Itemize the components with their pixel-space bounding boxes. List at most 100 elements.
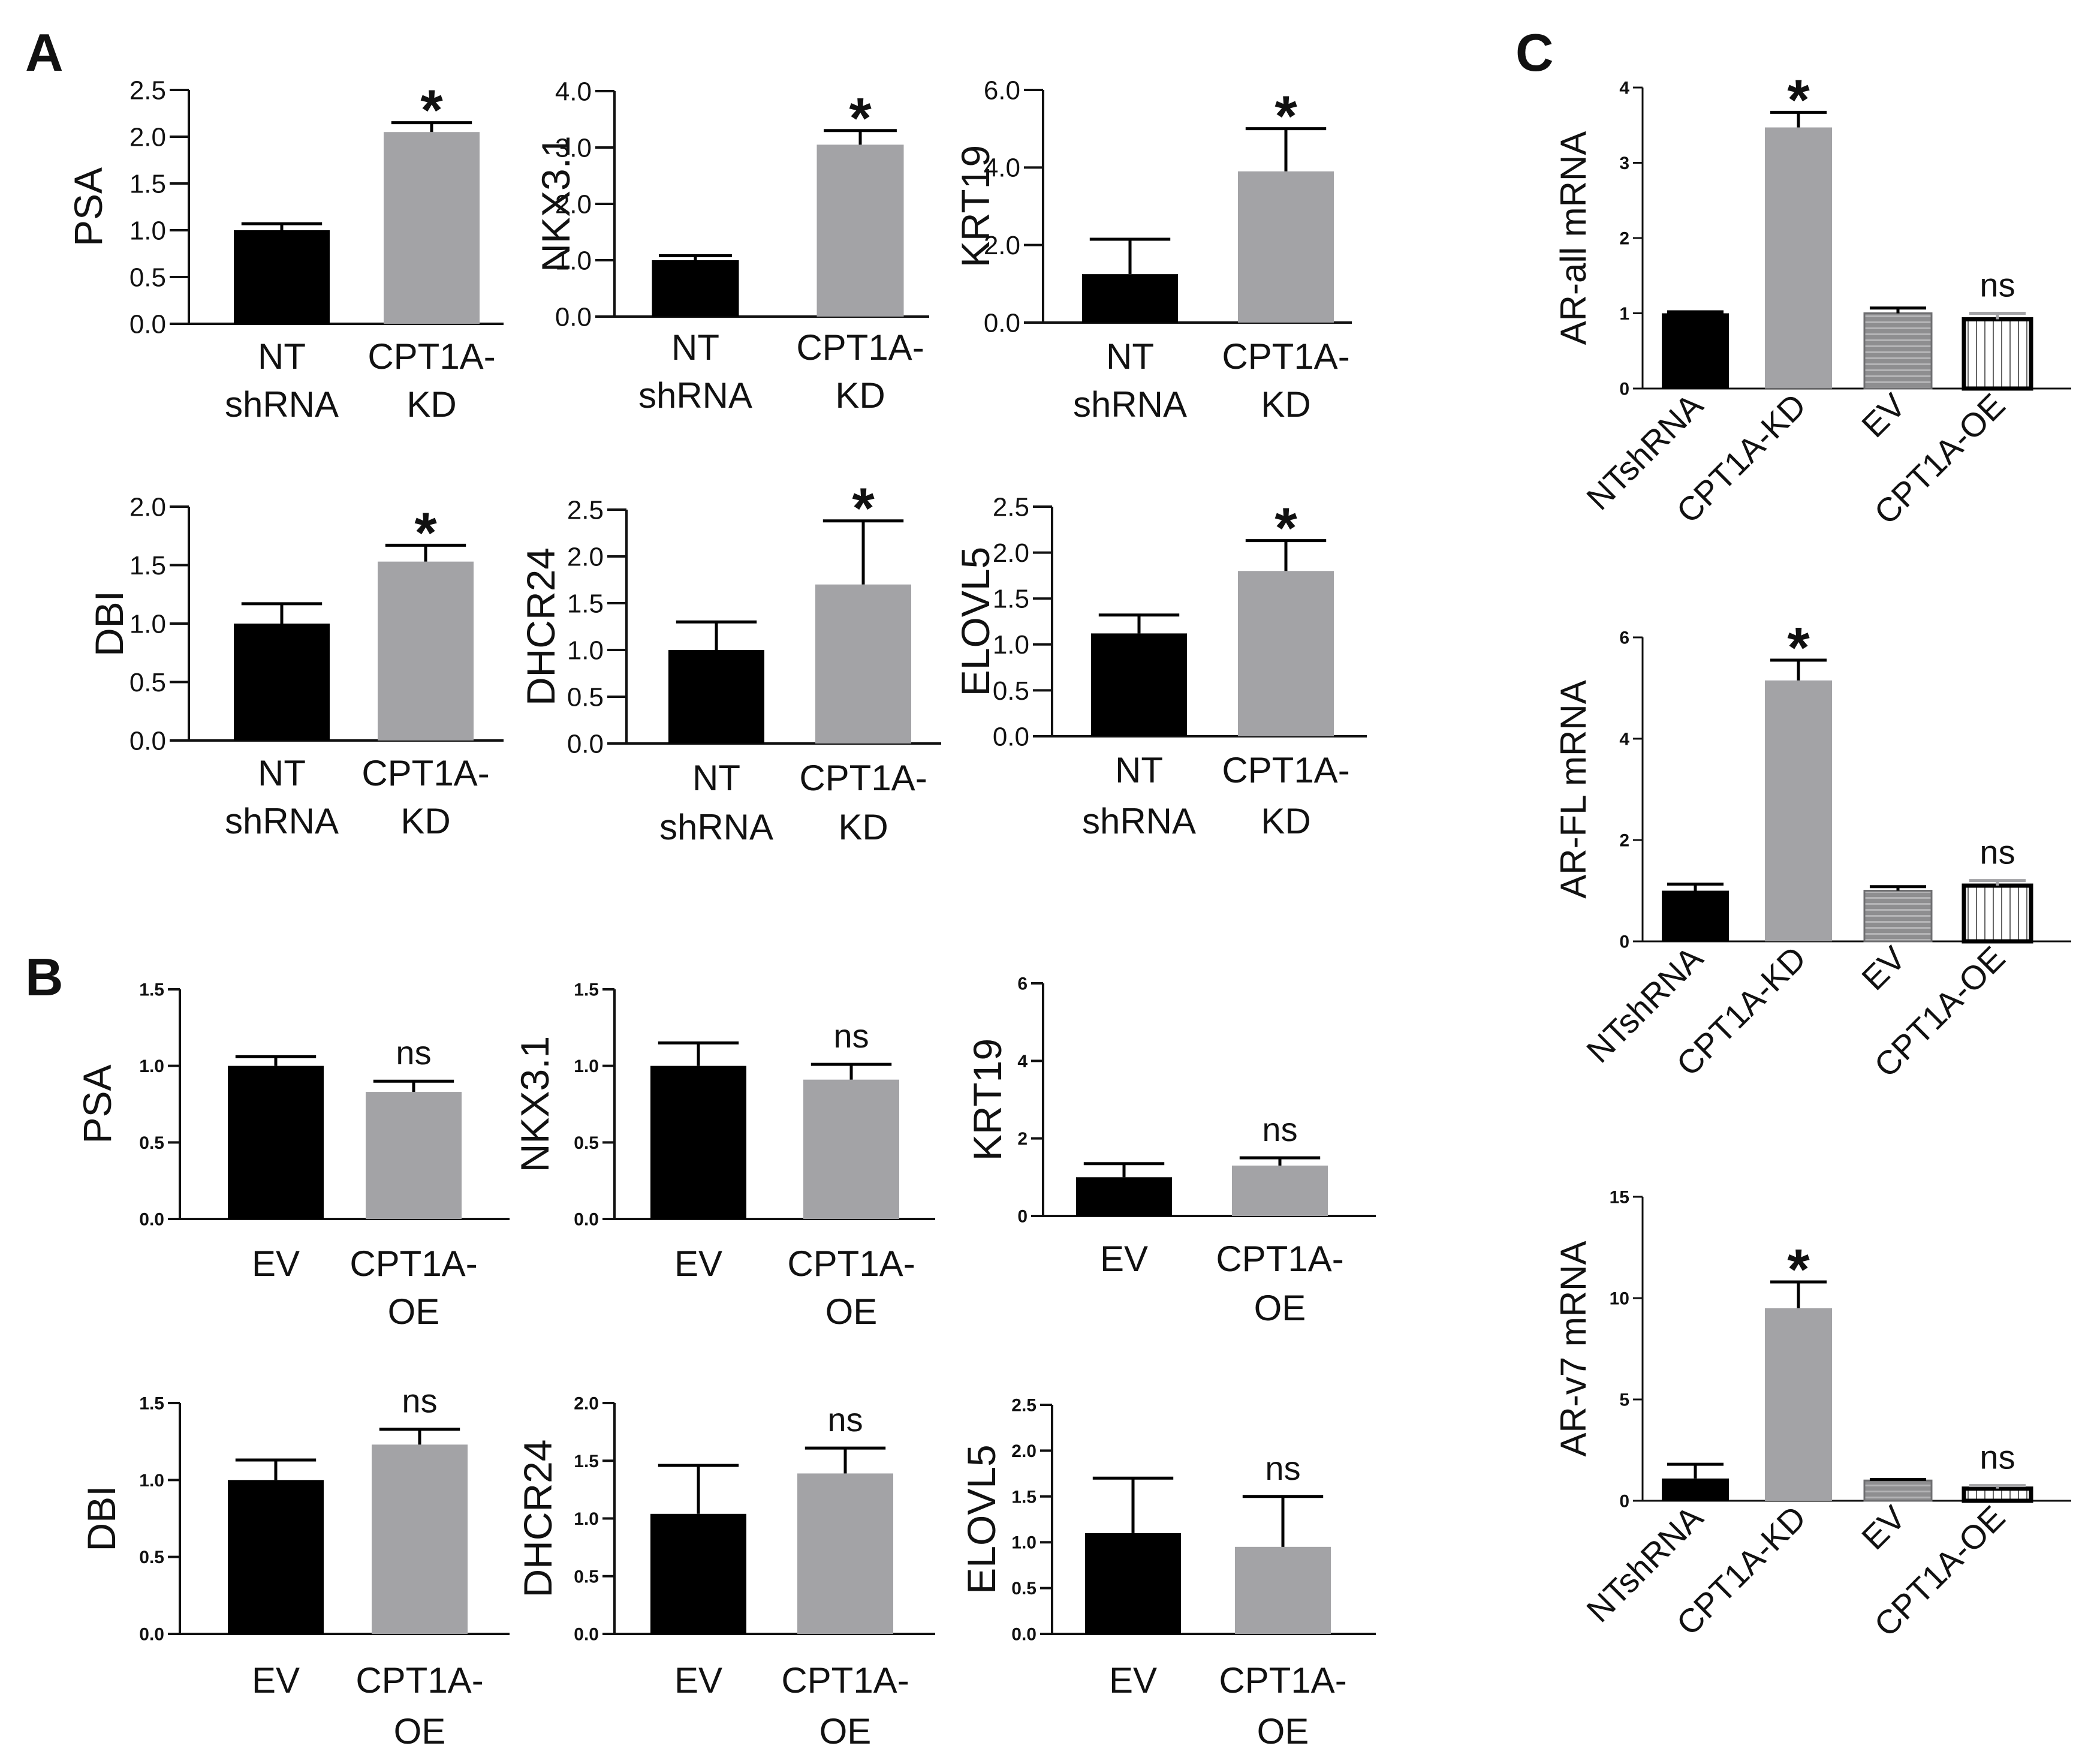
x-category-label: NT	[258, 753, 306, 793]
significance-star: *	[414, 501, 437, 565]
bar-0	[228, 1480, 324, 1634]
x-category-label: NT	[1115, 750, 1163, 790]
bar-3	[1962, 883, 2033, 944]
x-category-label: EV	[1100, 1239, 1148, 1279]
x-category-label: shRNA	[1082, 801, 1196, 841]
x-category-label: shRNA	[659, 807, 773, 847]
x-category-label: EV	[1854, 386, 1913, 444]
y-tick-label: 1.5	[1011, 1487, 1037, 1507]
y-tick-label: 3	[1619, 153, 1629, 173]
y-tick-label: 15	[1610, 1188, 1629, 1208]
y-tick-label: 1.0	[129, 609, 166, 639]
x-category-label: shRNA	[225, 801, 339, 841]
bar-0	[650, 1065, 746, 1219]
y-tick-label: 1.5	[139, 980, 164, 1000]
y-tick-label: 4	[1017, 1052, 1028, 1071]
x-category-label: EV	[252, 1244, 300, 1284]
y-tick-label: 1.5	[567, 589, 604, 618]
bar-2	[1863, 890, 1933, 943]
x-category-label: NT	[1106, 336, 1154, 377]
chart-a-krt19: 0.0 2.0 4.0 6.0 KRT19 NT shRNA * CPT1A- KD	[953, 76, 1352, 425]
y-axis-label: PSA	[75, 1064, 119, 1143]
bar-2	[1863, 1479, 1933, 1502]
chart-b-psa: 0.0 0.5 1.0 1.5 PSA EV ns CPT1A- OE	[75, 980, 510, 1332]
y-tick-label: 2.5	[1011, 1396, 1037, 1416]
y-tick-label: 4	[1619, 79, 1629, 98]
y-tick-label: 2	[1619, 831, 1629, 851]
y-tick-label: 4	[1619, 730, 1629, 749]
bar-0	[668, 650, 764, 743]
y-tick-label: 1.0	[1011, 1533, 1037, 1553]
chart-b-nkx3.1: 0.0 0.5 1.0 1.5 NKX3.1 EV ns CPT1A- OE	[513, 980, 935, 1332]
y-tick-label: 0.5	[574, 1133, 599, 1153]
y-tick-label: 6	[1619, 628, 1629, 648]
x-category-label: EV	[252, 1660, 300, 1700]
y-tick-label: 1.5	[129, 551, 166, 580]
y-tick-label: 4.0	[984, 153, 1020, 183]
y-tick-label: 2.0	[555, 189, 592, 219]
x-category-label: KD	[1261, 801, 1310, 841]
y-axis-label: AR-FL mRNA	[1553, 680, 1593, 898]
y-axis-label: ELOVL5	[953, 547, 998, 697]
y-tick-label: 0	[1619, 380, 1629, 399]
y-tick-label: 1.5	[993, 585, 1029, 614]
y-tick-label: 0.0	[574, 1625, 599, 1645]
y-tick-label: 0.5	[129, 263, 166, 292]
significance-star: *	[1274, 85, 1297, 149]
y-axis-label: DBI	[79, 1485, 123, 1551]
y-axis-label: DHCR24	[516, 1439, 560, 1597]
y-axis-label: DBI	[87, 591, 131, 657]
bar-1	[384, 132, 480, 324]
y-tick-label: 1.0	[139, 1471, 164, 1491]
significance-star: *	[1787, 68, 1810, 132]
chart-a-nkx3.1: 0.0 1.0 2.0 3.0 4.0 NKX3.1 NT shRNA * CPT1A- KD	[534, 77, 929, 416]
y-tick-label: 0.0	[984, 308, 1020, 338]
x-category-label: KD	[835, 375, 885, 416]
y-tick-label: 0.5	[993, 676, 1029, 706]
bar-1	[1765, 680, 1832, 941]
bar-1	[1235, 1546, 1331, 1634]
x-category-label: CPT1A-	[1222, 750, 1349, 790]
bar-1	[372, 1444, 468, 1634]
y-tick-label: 0.0	[567, 729, 604, 758]
bar-1	[1232, 1165, 1328, 1216]
bar-1	[1765, 127, 1832, 389]
bar-1	[378, 561, 474, 740]
significance-ns: ns	[396, 1034, 431, 1071]
bar-1	[1238, 171, 1334, 323]
x-category-label: EV	[1854, 1498, 1913, 1557]
bar-3	[1962, 1486, 2033, 1503]
chart-a-dbi: 0.0 0.5 1.0 1.5 2.0 DBI NT shRNA * CPT1A- KD	[87, 492, 504, 841]
bar-1	[803, 1079, 899, 1219]
y-tick-label: 6	[1017, 974, 1028, 994]
significance-ns: ns	[1262, 1110, 1297, 1148]
y-tick-label: 1.0	[993, 630, 1029, 660]
y-axis-label: PSA	[66, 167, 110, 246]
y-tick-label: 2.0	[129, 122, 166, 152]
y-tick-label: 2	[1619, 229, 1629, 249]
bar-0	[650, 1513, 746, 1634]
y-tick-label: 2.0	[129, 492, 166, 522]
y-tick-label: 1.0	[574, 1509, 599, 1529]
x-category-label: CPT1A-	[367, 336, 495, 377]
x-category-label: NT	[258, 336, 306, 377]
y-tick-label: 0.5	[574, 1567, 599, 1587]
significance-star: *	[1274, 496, 1297, 561]
y-tick-label: 1.5	[574, 1452, 599, 1471]
x-category-label: CPT1A-	[1216, 1239, 1343, 1279]
y-axis-label: DHCR24	[519, 547, 563, 706]
y-tick-label: 1.0	[567, 636, 604, 665]
bar-0	[1662, 1478, 1729, 1501]
x-category-label: shRNA	[225, 384, 339, 425]
y-axis-label: NKX3.1	[534, 136, 578, 272]
x-category-label: shRNA	[1073, 384, 1187, 425]
significance-ns: ns	[1979, 1438, 2015, 1476]
y-tick-label: 3.0	[555, 133, 592, 162]
bar-0	[228, 1065, 324, 1219]
bar-0	[234, 624, 330, 740]
y-axis-label: AR-v7 mRNA	[1553, 1241, 1593, 1456]
chart-b-krt19: 0 2 4 6 KRT19 EV ns CPT1A- OE	[965, 974, 1376, 1328]
